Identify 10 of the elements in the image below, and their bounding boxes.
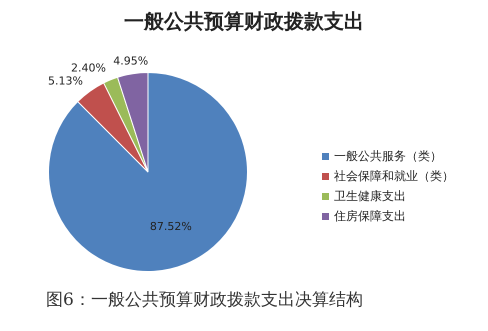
data-label: 87.52% <box>150 220 192 234</box>
data-label: 5.13% <box>48 74 83 88</box>
legend-label: 社会保障和就业（类） <box>334 168 454 184</box>
legend-label: 一般公共服务（类） <box>334 148 442 164</box>
data-label: 4.95% <box>113 54 148 68</box>
legend-label: 卫生健康支出 <box>334 188 406 204</box>
caption: 图6：一般公共预算财政拨款支出决算结构 <box>46 289 363 311</box>
data-label: 2.40% <box>71 62 106 75</box>
chart-title: 一般公共预算财政拨款支出 <box>123 10 365 35</box>
legend-label: 住房保障支出 <box>334 208 406 224</box>
